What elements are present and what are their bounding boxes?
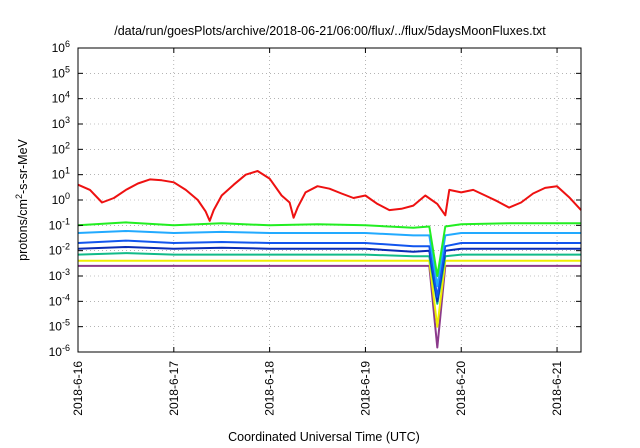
- y-tick-label: 100: [52, 191, 70, 207]
- series-line: [77, 252, 581, 305]
- y-tick-label: 10-5: [49, 318, 70, 334]
- data-series: [77, 170, 582, 349]
- x-tick-label: 2018-6-18: [263, 361, 277, 416]
- series-line: [78, 264, 581, 349]
- y-tick-label: 10-3: [49, 267, 70, 283]
- y-tick-label: 101: [52, 166, 70, 182]
- y-tick-label: 10-1: [49, 216, 70, 232]
- chart-title: /data/run/goesPlots/archive/2018-06-21/0…: [114, 24, 546, 38]
- series-line: [77, 221, 581, 277]
- grid: [78, 48, 581, 352]
- y-tick-label: 106: [52, 39, 70, 55]
- y-tick-label: 104: [52, 90, 70, 106]
- y-tick-label: 10-2: [49, 242, 70, 258]
- series-line: [78, 259, 581, 328]
- plot-frame: [77, 47, 582, 353]
- x-axis-ticks: 2018-6-16 2018-6-17 2018-6-18 2018-6-19 2018…: [71, 48, 564, 416]
- x-axis-label: Coordinated Universal Time (UTC): [228, 430, 420, 444]
- y-tick-label: 102: [52, 140, 70, 156]
- series-line: [77, 246, 581, 303]
- series-line: [77, 170, 582, 222]
- y-axis-ticks: 10-6 10-5 10-4 10-3 10-2 10-1 100 101 102 103 104 1…: [49, 39, 581, 359]
- series-line: [77, 230, 581, 288]
- x-tick-label: 2018-6-17: [167, 361, 181, 416]
- y-axis-label: protons/cm2-s-sr-MeV: [14, 138, 30, 260]
- x-tick-label: 2018-6-19: [358, 361, 372, 416]
- x-tick-label: 2018-6-16: [71, 361, 85, 416]
- y-tick-label: 105: [52, 64, 70, 80]
- y-tick-label: 103: [52, 115, 70, 131]
- y-tick-label: 10-6: [49, 343, 70, 359]
- series-line: [77, 239, 581, 298]
- x-tick-label: 2018-6-21: [550, 361, 564, 416]
- y-tick-label: 10-4: [49, 292, 70, 308]
- x-tick-label: 2018-6-20: [454, 361, 468, 416]
